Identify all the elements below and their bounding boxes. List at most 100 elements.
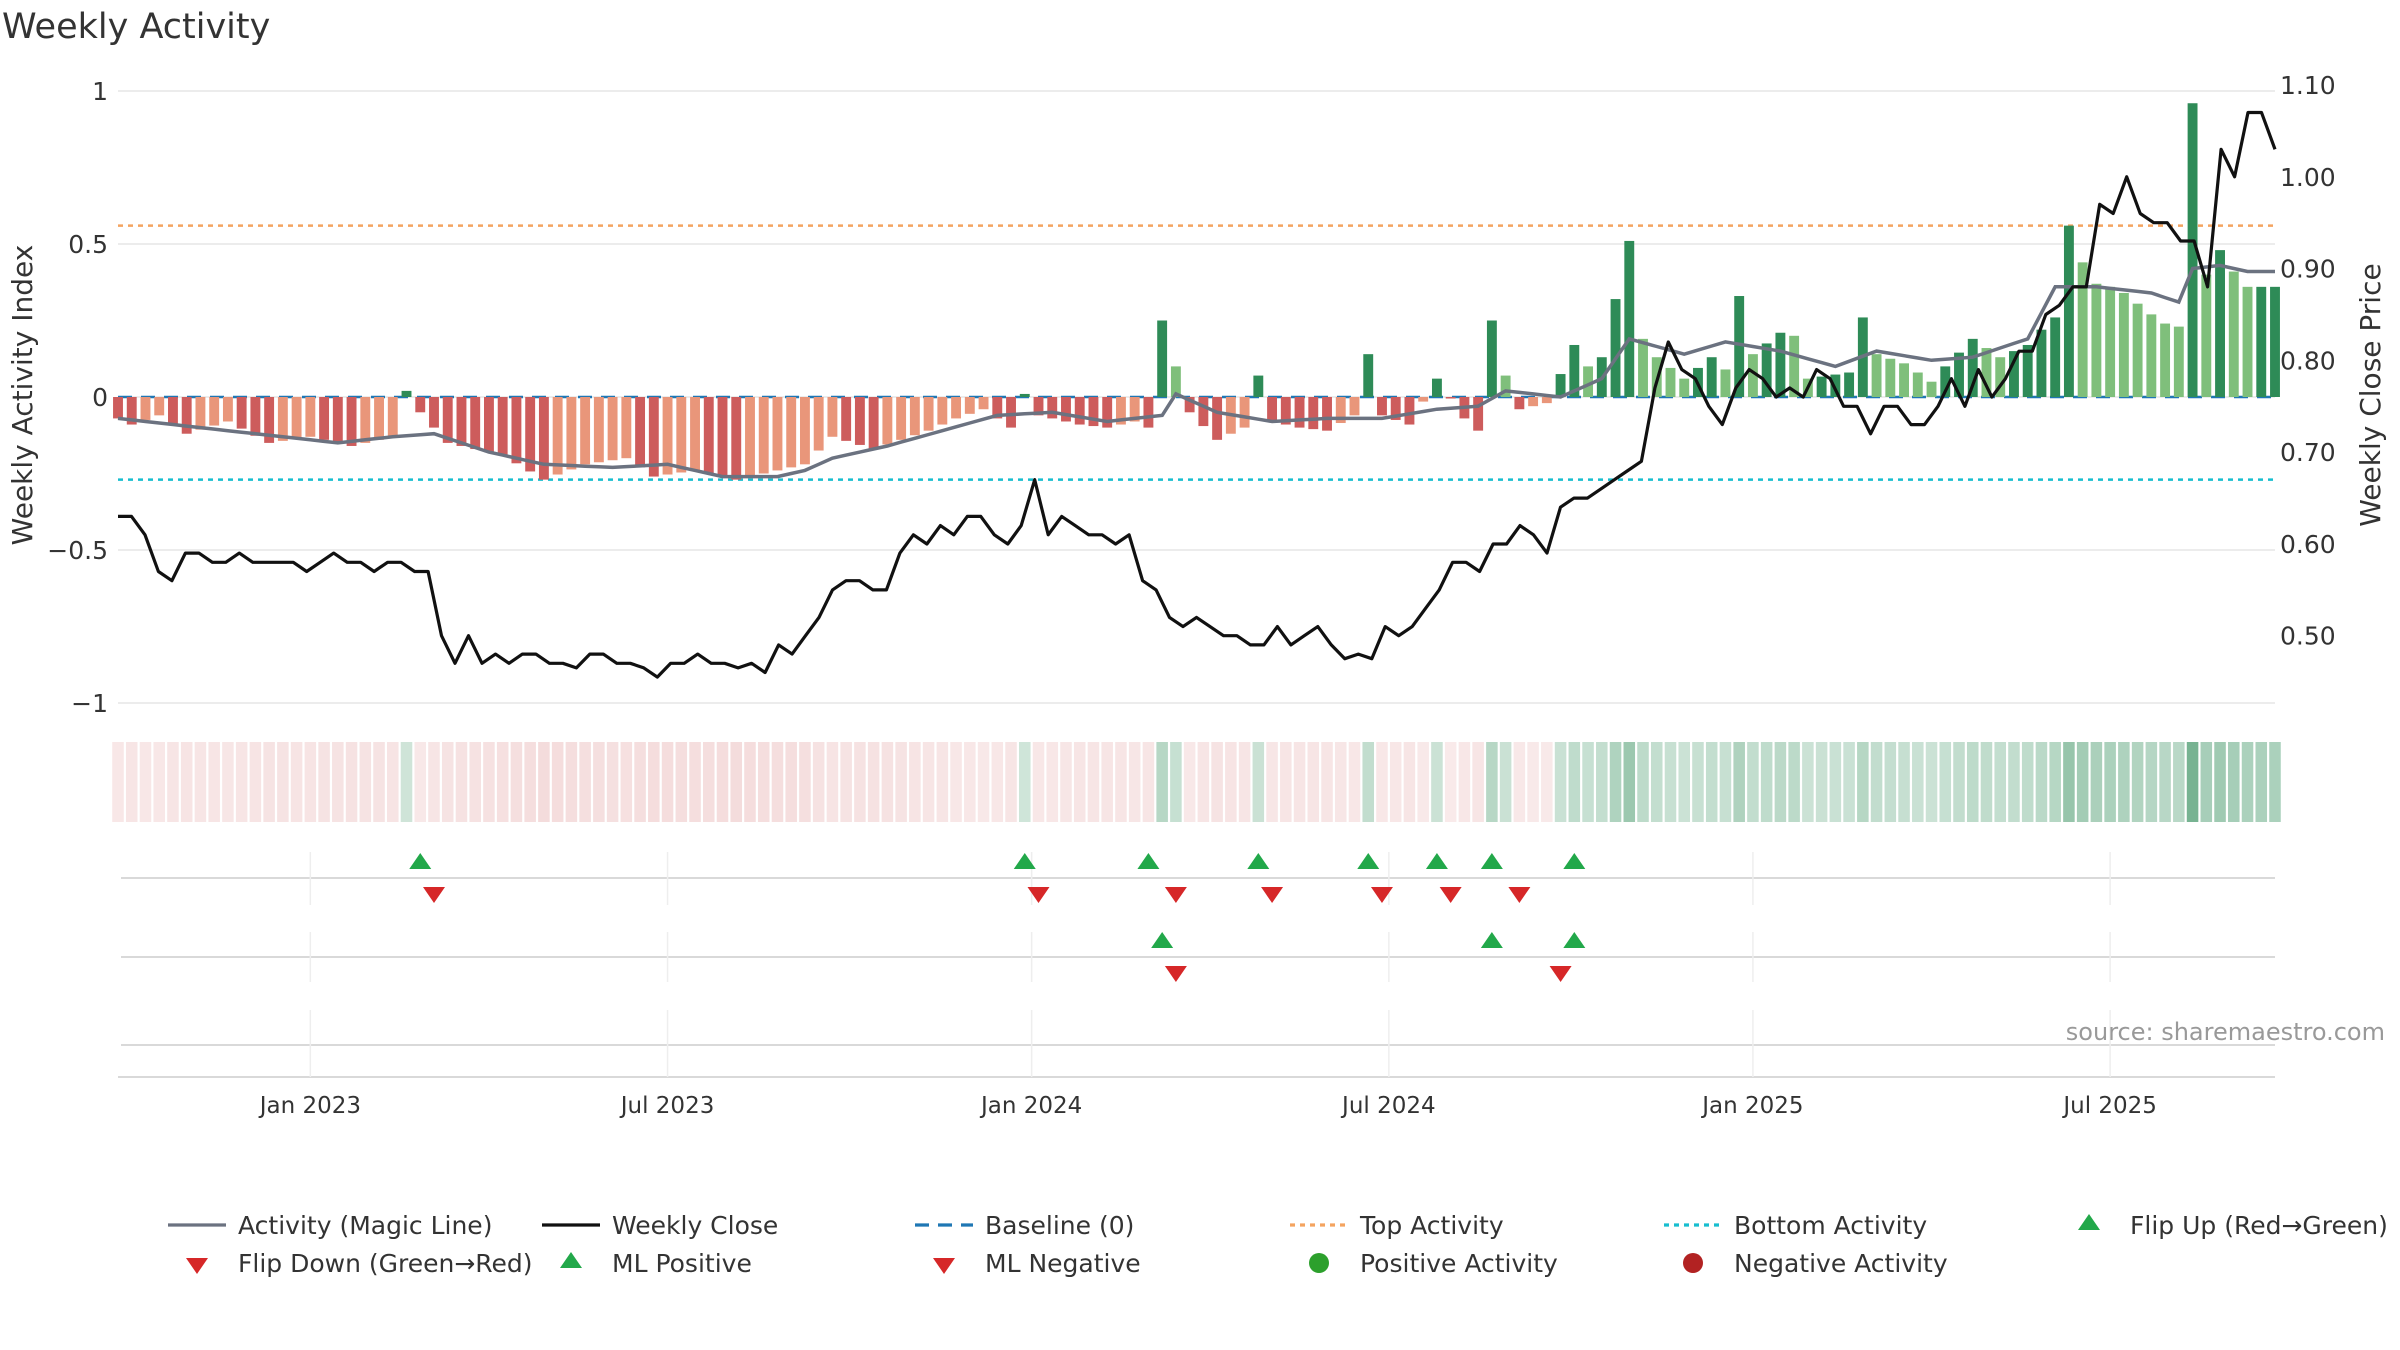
activity-bar [1912, 372, 1923, 397]
activity-strip-cell [524, 742, 536, 822]
legend-label: Activity (Magic Line) [238, 1211, 492, 1240]
activity-strip-cell [1142, 742, 1155, 822]
activity-bar [1074, 397, 1085, 425]
y-tick-left-label: 0 [92, 383, 108, 412]
activity-strip-cell [249, 742, 262, 822]
activity-bar [2009, 351, 2019, 397]
activity-bar [442, 397, 453, 443]
activity-bar [607, 397, 618, 461]
activity-bar [511, 397, 522, 464]
activity-strip-cell [2228, 742, 2240, 822]
activity-bar [1747, 354, 1758, 397]
activity-bar [277, 397, 288, 441]
activity-bar [964, 397, 975, 414]
activity-bar [126, 397, 137, 425]
activity-strip-cell [2049, 742, 2061, 822]
activity-bar [868, 397, 879, 450]
y-tick-right-label: 0.80 [2280, 346, 2336, 375]
activity-strip-cell [1060, 742, 1072, 822]
activity-bar [635, 397, 646, 468]
activity-strip-cell [1582, 742, 1594, 822]
ml-positive-marker [1563, 932, 1586, 948]
y-tick-left-label: −1 [71, 689, 108, 718]
activity-bar [1954, 352, 1964, 397]
flip-down-marker [1164, 887, 1187, 903]
activity-bar [1514, 397, 1525, 410]
flip-up-marker [1480, 853, 1503, 869]
x-tick-label: Jan 2024 [979, 1093, 1082, 1119]
activity-bar [2173, 326, 2184, 397]
flip-up-marker [1425, 853, 1448, 869]
flip-up-marker [1247, 853, 1270, 869]
activity-bar [1294, 397, 1305, 428]
activity-strip-cell [1939, 742, 1952, 822]
activity-strip-cell [455, 742, 468, 822]
legend-swatch [1683, 1253, 1703, 1273]
activity-strip-cell [1774, 742, 1787, 822]
activity-bar [1184, 397, 1195, 413]
activity-bar [1115, 397, 1126, 425]
activity-strip-cell [428, 742, 440, 822]
activity-bar [841, 397, 852, 441]
activity-strip-cell [1596, 742, 1608, 822]
legend-item: Flip Up (Red→Green) [2078, 1211, 2388, 1240]
activity-strip-cell [2118, 742, 2130, 822]
x-tick-label: Jan 2023 [258, 1093, 361, 1119]
activity-bar [1253, 375, 1264, 397]
activity-bars [113, 103, 2280, 480]
activity-bar [1734, 296, 1745, 397]
y-tick-left-label: 0.5 [68, 230, 108, 259]
activity-bar [346, 397, 357, 446]
activity-bar [2105, 286, 2116, 397]
activity-bar [1239, 397, 1250, 428]
activity-bar [1885, 358, 1896, 397]
activity-strip-cell [593, 742, 605, 822]
activity-strip-cell [840, 742, 852, 822]
activity-strip-cell [1925, 742, 1938, 822]
flip-up-marker [1357, 853, 1380, 869]
activity-strip [112, 742, 2281, 822]
activity-bar [1940, 366, 1951, 397]
activity-strip-cell [469, 742, 481, 822]
activity-bar [1170, 366, 1181, 397]
activity-strip-cell [1966, 742, 1979, 822]
activity-strip-cell [2131, 742, 2144, 822]
activity-bar [1445, 397, 1456, 399]
activity-bar [1486, 320, 1497, 397]
activity-strip-cell [1678, 742, 1690, 822]
flip-up-marker [1563, 853, 1586, 869]
activity-strip-cell [579, 742, 591, 822]
activity-bar [2215, 250, 2225, 397]
activity-bar [2201, 274, 2212, 397]
activity-strip-cell [1183, 742, 1196, 822]
legend-label: Negative Activity [1734, 1249, 1948, 1278]
activity-bar [2146, 314, 2157, 397]
activity-bar [1610, 299, 1621, 397]
activity-strip-cell [771, 742, 784, 822]
activity-strip-cell [689, 742, 701, 822]
activity-bar [717, 397, 728, 477]
activity-bar [552, 397, 563, 475]
activity-bar [1102, 397, 1113, 428]
activity-strip-cell [125, 742, 138, 822]
activity-strip-cell [208, 742, 220, 822]
legend-label: Flip Up (Red→Green) [2130, 1211, 2388, 1240]
y-axis-left-label: Weekly Activity Index [6, 245, 39, 546]
legend-label: Weekly Close [612, 1211, 778, 1240]
flip-up-marker [1137, 853, 1160, 869]
activity-strip-cell [1444, 742, 1457, 822]
activity-strip-cell [936, 742, 949, 822]
x-tick-label: Jul 2024 [1340, 1093, 1436, 1119]
activity-strip-cell [1637, 742, 1649, 822]
activity-strip-cell [1252, 742, 1265, 822]
activity-strip-cell [318, 742, 330, 822]
activity-strip-cell [1527, 742, 1539, 822]
source-note: source: sharemaestro.com [2066, 1018, 2385, 1046]
activity-bar [1679, 378, 1690, 397]
activity-bar [1088, 397, 1099, 427]
activity-bar [2187, 103, 2198, 398]
activity-bar [181, 397, 192, 434]
activity-strip-cell [1115, 742, 1127, 822]
legend-swatch [933, 1258, 955, 1274]
activity-strip-cell [510, 742, 523, 822]
